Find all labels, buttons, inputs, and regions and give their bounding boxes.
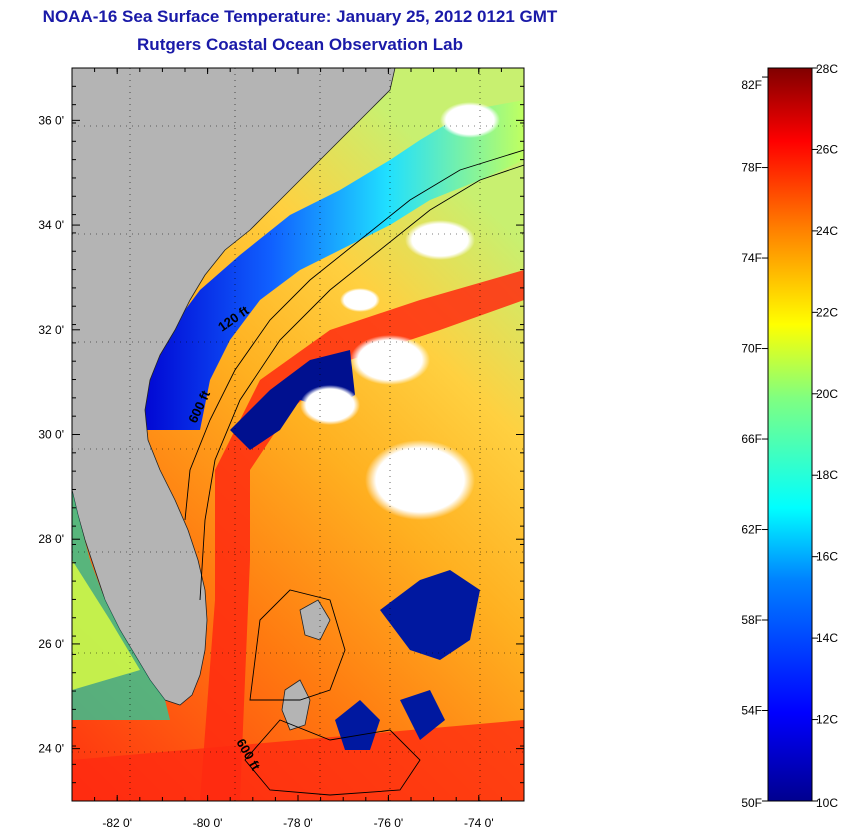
colorbar-celsius-label: 14C (816, 631, 838, 645)
sst-map: 120 ft 600 ft 600 ft (72, 68, 524, 801)
cold-eddy (230, 350, 355, 450)
cold-eddy (380, 570, 480, 660)
lat-tick-label: 36 0' (38, 113, 64, 127)
colorbar-celsius-label: 22C (816, 305, 838, 319)
lon-tick-label: -74 0' (464, 816, 494, 830)
colorbar-celsius-label: 18C (816, 468, 838, 482)
bathymetry-contour (249, 589, 346, 701)
cloud (405, 220, 475, 260)
lat-tick-label: 32 0' (38, 323, 64, 337)
colorbar-fahrenheit-label: 70F (741, 342, 762, 356)
land-bahamas (299, 599, 331, 641)
lat-tick-label: 24 0' (38, 742, 64, 756)
lon-tick-label: -76 0' (374, 816, 404, 830)
colorbar-fahrenheit-label: 82F (741, 78, 762, 92)
lat-tick-label: 34 0' (38, 218, 64, 232)
colorbar-fahrenheit-label: 54F (741, 704, 762, 718)
bathymetry-contour (244, 719, 421, 796)
colorbar-fahrenheit-label: 62F (741, 523, 762, 537)
cold-eddy (400, 690, 445, 740)
lat-tick-label: 30 0' (38, 428, 64, 442)
colorbar-fahrenheit-label: 50F (741, 796, 762, 810)
colorbar-celsius-label: 16C (816, 550, 838, 564)
land-bahamas (281, 679, 311, 731)
colorbar-fahrenheit-label: 66F (741, 432, 762, 446)
colorbar-celsius-label: 12C (816, 713, 838, 727)
colorbar-axes: 28C 26C 24C 22C 20C 18C 16C 14C 12C 10C 82F 78F 74F 7… (741, 62, 838, 810)
map-subtitle: Rutgers Coastal Ocean Observation Lab (137, 35, 463, 54)
colorbar-fahrenheit-label: 58F (741, 613, 762, 627)
cloud (300, 385, 360, 425)
bathymetry-contour-600ft (199, 164, 524, 601)
gulf-warm-patch (72, 560, 140, 690)
southern-warm-water (72, 720, 524, 801)
map-title: NOAA-16 Sea Surface Temperature: January… (42, 7, 558, 26)
lon-tick-label: -78 0' (283, 816, 313, 830)
cold-shelf-water (135, 100, 524, 430)
map-axes: -82 0' -80 0' -78 0' -76 0' -74 0' 24 0' 26 0'… (38, 67, 525, 830)
lon-tick-label: -82 0' (102, 816, 132, 830)
colorbar (767, 67, 813, 802)
map-gridlines (72, 68, 524, 801)
colorbar-celsius-label: 20C (816, 387, 838, 401)
lon-tick-label: -80 0' (193, 816, 223, 830)
colorbar-celsius-label: 26C (816, 142, 838, 156)
lat-tick-label: 28 0' (38, 532, 64, 546)
cloud (365, 440, 475, 520)
cloud (350, 335, 430, 385)
bathymetry-contour-120ft (184, 149, 524, 521)
cloud (440, 102, 500, 138)
colorbar-celsius-label: 28C (816, 62, 838, 76)
colorbar-celsius-label: 24C (816, 224, 838, 238)
colorbar-celsius-label: 10C (816, 796, 838, 810)
cloud (340, 288, 380, 312)
lat-tick-label: 26 0' (38, 637, 64, 651)
colorbar-fahrenheit-label: 74F (741, 251, 762, 265)
colorbar-fahrenheit-label: 78F (741, 161, 762, 175)
